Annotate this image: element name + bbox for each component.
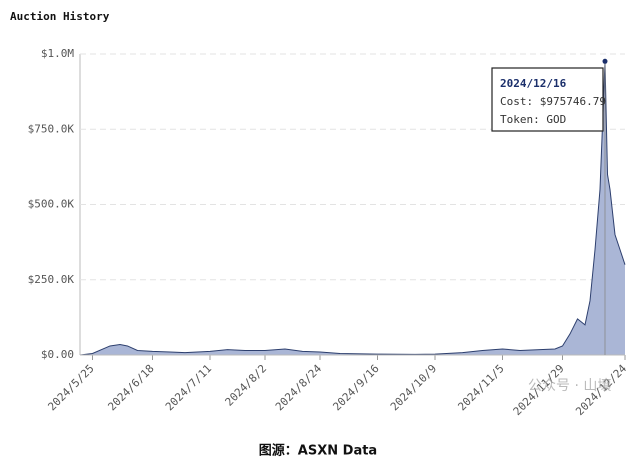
x-tick-label: 2024/5/25: [45, 362, 96, 413]
chart-title: Auction History: [10, 10, 110, 23]
x-tick-label: 2024/10/9: [388, 362, 439, 413]
y-tick-label: $750.0K: [28, 122, 75, 135]
x-tick-label: 2024/6/18: [105, 362, 156, 413]
x-tick-label: 2024/11/5: [455, 362, 506, 413]
caption: 图源：ASXN Data: [259, 443, 377, 459]
y-tick-label: $250.0K: [28, 273, 75, 286]
line: [79, 61, 626, 356]
x-tick-label: 2024/8/24: [273, 362, 325, 414]
watermark: 公众号 · 山壤: [528, 377, 611, 394]
highlight-point: [602, 58, 608, 64]
tooltip-token: Token: GOD: [500, 113, 566, 126]
x-tick-label: 2024/7/11: [163, 362, 214, 413]
x-tick-label: 2024/9/16: [330, 362, 381, 413]
y-tick-label: $0.00: [41, 348, 74, 361]
x-tick-label: 2024/8/2: [223, 362, 270, 409]
tooltip-date: 2024/12/16: [500, 77, 567, 90]
y-tick-label: $1.0M: [41, 47, 74, 60]
tooltip-cost: Cost: $975746.79: [500, 95, 606, 108]
tooltip-box: [491, 67, 604, 132]
y-tick-label: $500.0K: [28, 198, 75, 211]
